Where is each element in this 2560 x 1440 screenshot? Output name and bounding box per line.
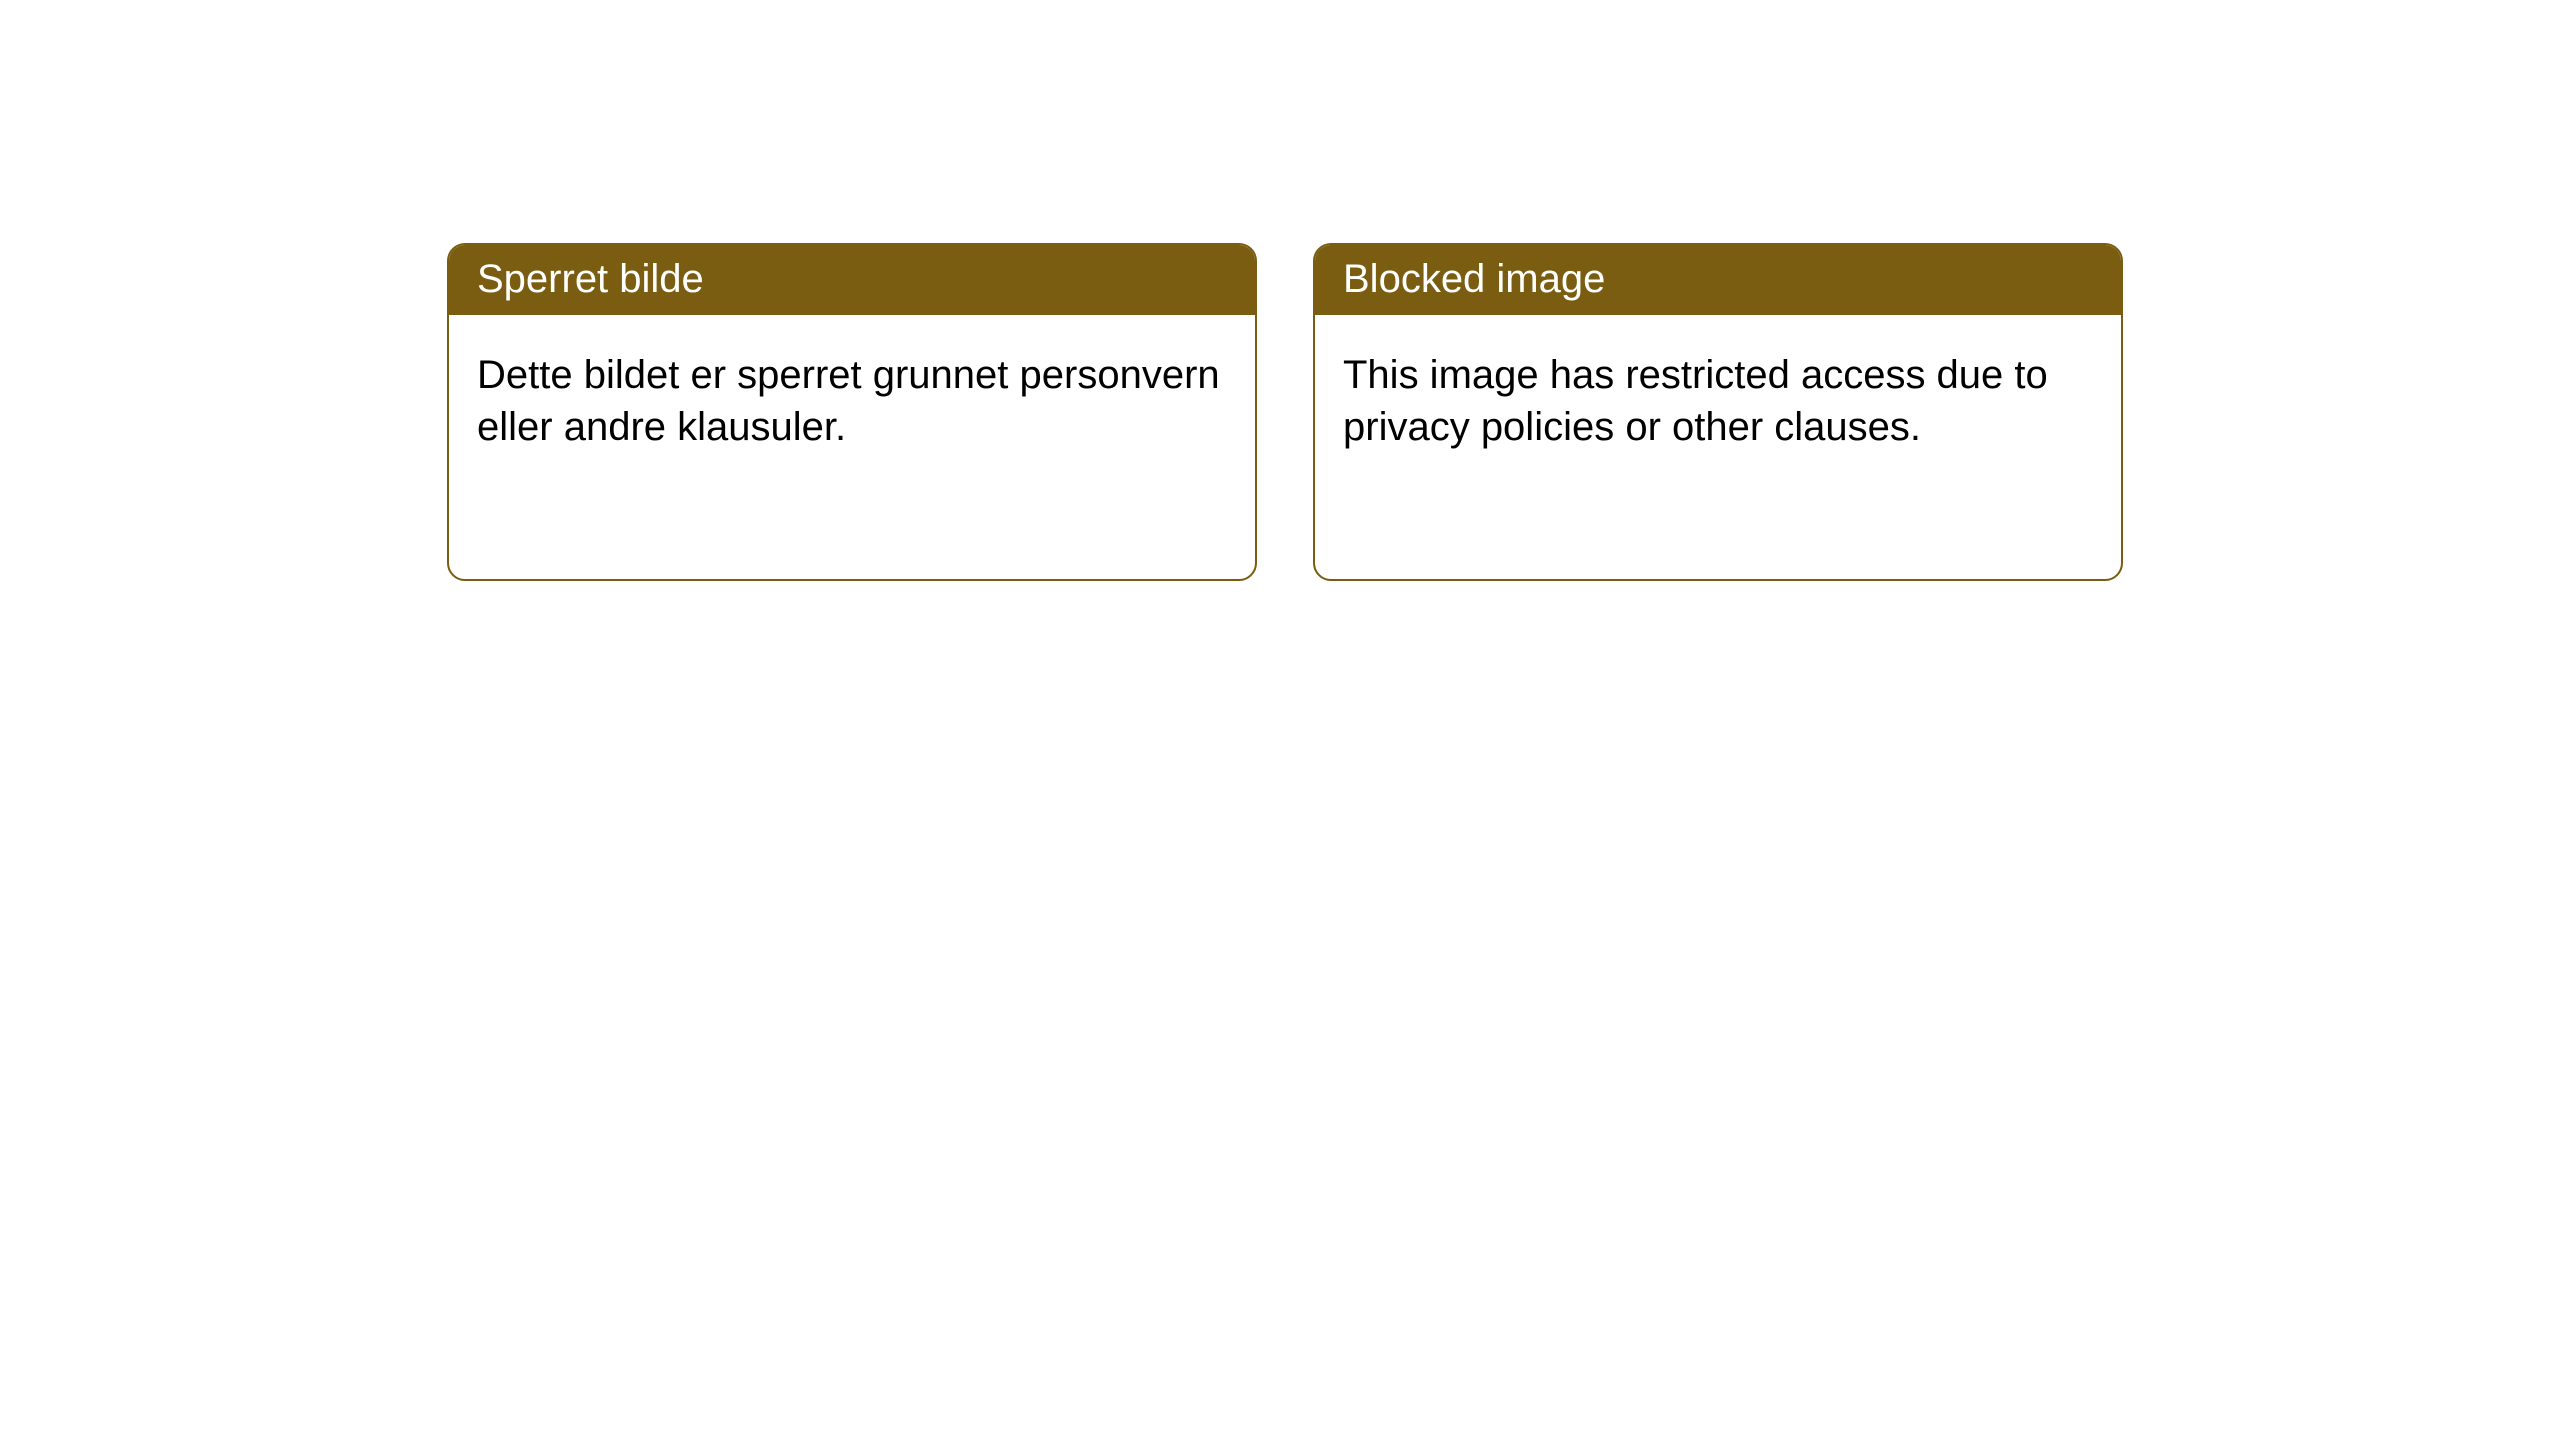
card-body: Dette bildet er sperret grunnet personve… [449, 315, 1255, 487]
card-container: Sperret bilde Dette bildet er sperret gr… [0, 0, 2560, 581]
card-body: This image has restricted access due to … [1315, 315, 2121, 487]
card-header: Sperret bilde [449, 245, 1255, 315]
card-header: Blocked image [1315, 245, 2121, 315]
blocked-image-card-en: Blocked image This image has restricted … [1313, 243, 2123, 581]
blocked-image-card-no: Sperret bilde Dette bildet er sperret gr… [447, 243, 1257, 581]
